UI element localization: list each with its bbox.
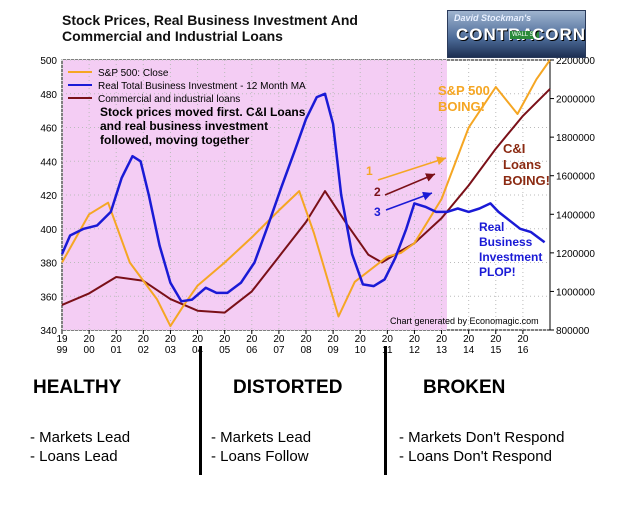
y-right-tick-label: 1200000 [556,249,595,260]
arrow-1-label: 1 [366,164,373,178]
section-distorted-heading: DISTORTED [233,377,343,398]
stock-note-line-2: and real business investment [100,119,269,133]
broken-bullets: - Markets Don't Respond - Loans Don't Re… [399,428,564,466]
ci-label-line-1: C&I [503,141,526,156]
investment-label: Real Business Investment PLOP! [479,220,542,280]
contra-corner-logo: David Stockman's CONTRA WALL ST CORNER [447,10,586,58]
x-tick-label: 20 10 [355,334,367,356]
stock-note-line-3: followed, moving together [100,133,250,147]
x-tick-label: 20 14 [463,334,475,356]
healthy-bullet-1: - Markets Lead [30,429,131,446]
x-tick-label: 20 04 [192,334,204,356]
legend: S&P 500: Close Real Total Business Invest… [68,68,306,105]
series-line-2 [61,88,551,314]
divider-distorted-broken [384,346,387,475]
sp500-label-line-1: S&P 500 [438,83,490,98]
rbi-label-line-3: Investment [479,250,543,264]
section-broken-heading: BROKEN [423,377,506,398]
distorted-bullets: - Markets Lead - Loans Follow [211,428,311,466]
x-tick-label: 20 06 [246,334,258,356]
y-right-tick-label: 1800000 [556,133,595,144]
x-tick-label: 20 11 [382,334,394,356]
x-tick-label: 20 07 [273,334,285,356]
x-tick-label: 20 09 [328,334,340,356]
x-tick-label: 19 99 [56,334,68,356]
x-tick-label: 20 02 [138,334,150,356]
x-tick-label: 20 15 [490,334,502,356]
axis-ticks: 340 360 380 400 420 440 460 480 500 800000 1000000… [40,56,595,356]
title-line-2: Commercial and Industrial Loans [62,28,283,44]
healthy-bullets: - Markets Lead - Loans Lead [30,428,130,466]
y-right-tick-label: 1400000 [556,210,595,221]
rbi-label-line-1: Real [479,220,505,234]
y-left-tick-label: 360 [40,292,57,303]
legend-label: Real Total Business Investment - 12 Mont… [98,81,306,92]
x-tick-label: 20 03 [165,334,177,356]
x-tick-label: 20 05 [219,334,231,356]
sp500-label-line-2: BOING! [438,99,485,114]
chart-canvas: 340 360 380 400 420 440 460 480 500 800000 1000000… [40,56,595,356]
x-tick-label: 20 13 [436,334,448,356]
healthy-bullet-2: - Loans Lead [30,448,118,465]
legend-label: S&P 500: Close [98,68,169,79]
chart-credit: Chart generated by Economagic.com [390,316,539,326]
y-left-tick-label: 460 [40,124,57,135]
distorted-bullet-1: - Markets Lead [211,429,312,446]
annotation-arrows [377,156,447,211]
logo-byline: David Stockman's [454,13,532,23]
arrow-1 [377,156,447,181]
y-left-tick-label: 420 [40,191,57,202]
stock-note: Stock prices moved first. C&I Loans and … [100,105,305,147]
arrow-3 [385,191,433,211]
y-left-tick-label: 440 [40,157,57,168]
y-left-tick-label: 480 [40,90,57,101]
y-right-tick-label: 2200000 [556,56,595,67]
logo-word-2: CORNER [532,25,586,44]
stock-note-line-1: Stock prices moved first. C&I Loans [100,105,306,119]
series-layer [60,59,551,328]
y-right-tick-label: 2000000 [556,95,595,106]
ci-label-line-3: BOING! [503,173,550,188]
chart-title: Stock Prices, Real Business Investment A… [62,12,442,44]
arrow-2-label: 2 [374,185,381,199]
series-line-1 [60,92,546,303]
series-line-0 [61,59,551,328]
broken-bullet-1: - Markets Don't Respond [399,429,565,446]
y-right-tick-label: 800000 [556,326,590,337]
ci-loans-label: C&I Loans BOING! [503,141,550,189]
ci-label-line-2: Loans [503,157,542,172]
broken-bullet-2: - Loans Don't Respond [399,448,552,465]
logo-word-1: CONTRA [456,25,535,44]
x-tick-label: 20 00 [84,334,96,356]
x-tick-label: 20 12 [409,334,421,356]
x-tick-label: 20 08 [300,334,312,356]
y-right-tick-label: 1000000 [556,287,595,298]
legend-label: Commercial and industrial loans [98,94,240,105]
section-healthy-heading: HEALTHY [33,377,122,398]
y-right-tick-label: 1600000 [556,172,595,183]
x-tick-label: 20 01 [111,334,123,356]
rbi-label-line-4: PLOP! [479,265,516,279]
title-line-1: Stock Prices, Real Business Investment A… [62,12,358,28]
y-left-tick-label: 400 [40,225,57,236]
arrow-2 [384,173,436,196]
divider-healthy-distorted [199,346,202,475]
y-left-tick-label: 340 [40,326,57,337]
logo-street-sign: WALL ST [510,31,540,39]
rbi-label-line-2: Business [479,235,533,249]
x-tick-label: 20 16 [517,334,529,356]
y-left-tick-label: 500 [40,56,57,67]
arrow-3-label: 3 [374,205,381,219]
distorted-bullet-2: - Loans Follow [211,448,309,465]
y-left-tick-label: 380 [40,259,57,270]
sp500-label: S&P 500 BOING! [438,83,490,115]
